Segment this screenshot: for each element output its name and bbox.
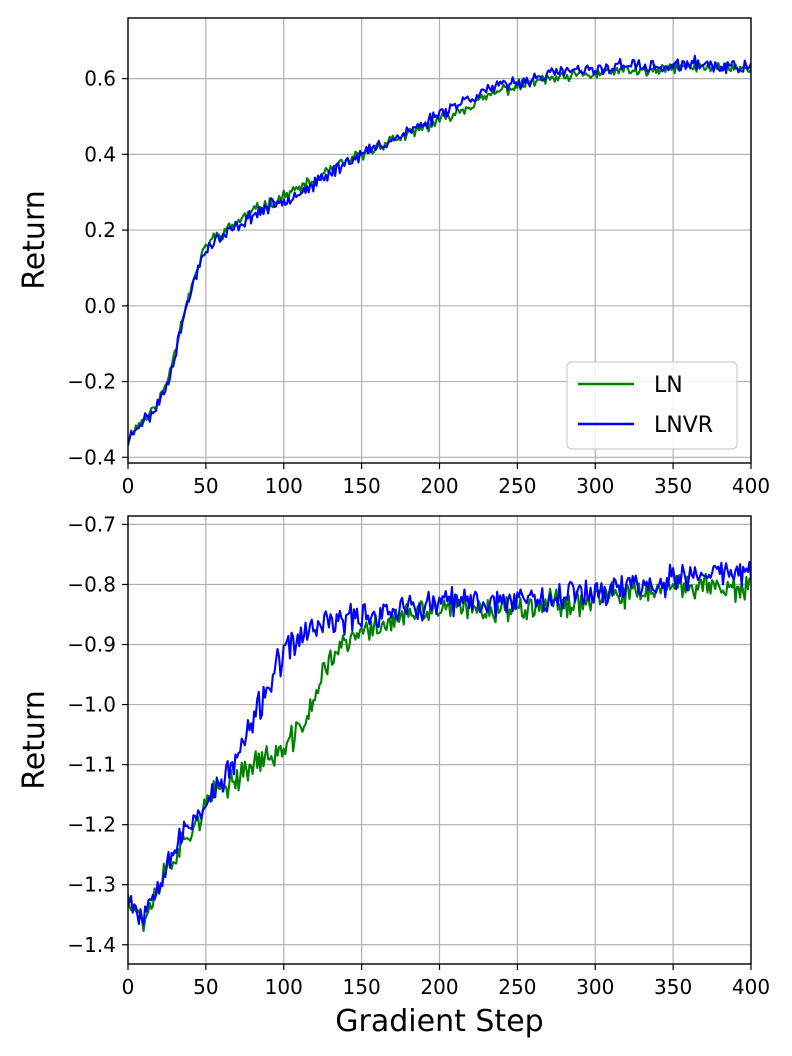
x-tick-label: 150 — [343, 474, 381, 498]
y-tick-label: −0.8 — [67, 572, 116, 596]
series-line-lnvr — [128, 560, 751, 926]
chart-panel-2: 0 50 100 150 200 250 300 350 400 −1.4 −1.3 −1.2 −1.1… — [17, 512, 770, 1039]
x-tick-label: 50 — [193, 975, 218, 999]
legend-label-lnvr: LNVR — [654, 413, 713, 438]
x-tick-label: 150 — [343, 975, 381, 999]
y-tick-label: −1.3 — [67, 873, 116, 897]
y-tick-label: −0.7 — [67, 512, 116, 536]
x-tick-label: 0 — [122, 474, 135, 498]
x-tick-label: 100 — [265, 474, 303, 498]
legend-label-ln: LN — [654, 373, 683, 398]
series-line-lnvr — [128, 54, 751, 446]
x-tick-label: 50 — [193, 474, 218, 498]
y-tick-label: −0.2 — [67, 370, 116, 394]
y-tick-label: 0.4 — [84, 142, 116, 166]
x-tick-label: 400 — [732, 474, 770, 498]
y-axis-title: Return — [17, 190, 52, 290]
x-axis-title: Gradient Step — [335, 1004, 543, 1039]
x-tick-label: 300 — [576, 975, 614, 999]
x-tick-label: 200 — [420, 474, 458, 498]
x-tick-label: 350 — [654, 975, 692, 999]
x-tick-label: 250 — [498, 975, 536, 999]
y-tick-label: 0.2 — [84, 218, 116, 242]
x-tick-label: 300 — [576, 474, 614, 498]
y-tick-label: 0.6 — [84, 67, 116, 91]
y-tick-label: 0.0 — [84, 294, 116, 318]
chart-panel-1: 0 50 100 150 200 250 300 350 400 −0.4 −0.2 0.0 0.2 0.… — [17, 17, 770, 498]
y-tick-label: −1.1 — [67, 753, 116, 777]
x-tick-label: 250 — [498, 474, 536, 498]
y-tick-label: −1.0 — [67, 693, 116, 717]
x-tick-label: 200 — [420, 975, 458, 999]
y-tick-label: −1.2 — [67, 813, 116, 837]
y-tick-label: −1.4 — [67, 933, 116, 957]
x-tick-label: 350 — [654, 474, 692, 498]
y-axis-title: Return — [17, 690, 52, 790]
x-tick-label: 100 — [265, 975, 303, 999]
legend: LN LNVR — [566, 361, 738, 450]
series-line-ln — [128, 61, 751, 443]
y-tick-label: −0.9 — [67, 633, 116, 657]
x-tick-label: 0 — [122, 975, 135, 999]
y-tick-label: −0.4 — [67, 445, 116, 469]
x-tick-label: 400 — [732, 975, 770, 999]
